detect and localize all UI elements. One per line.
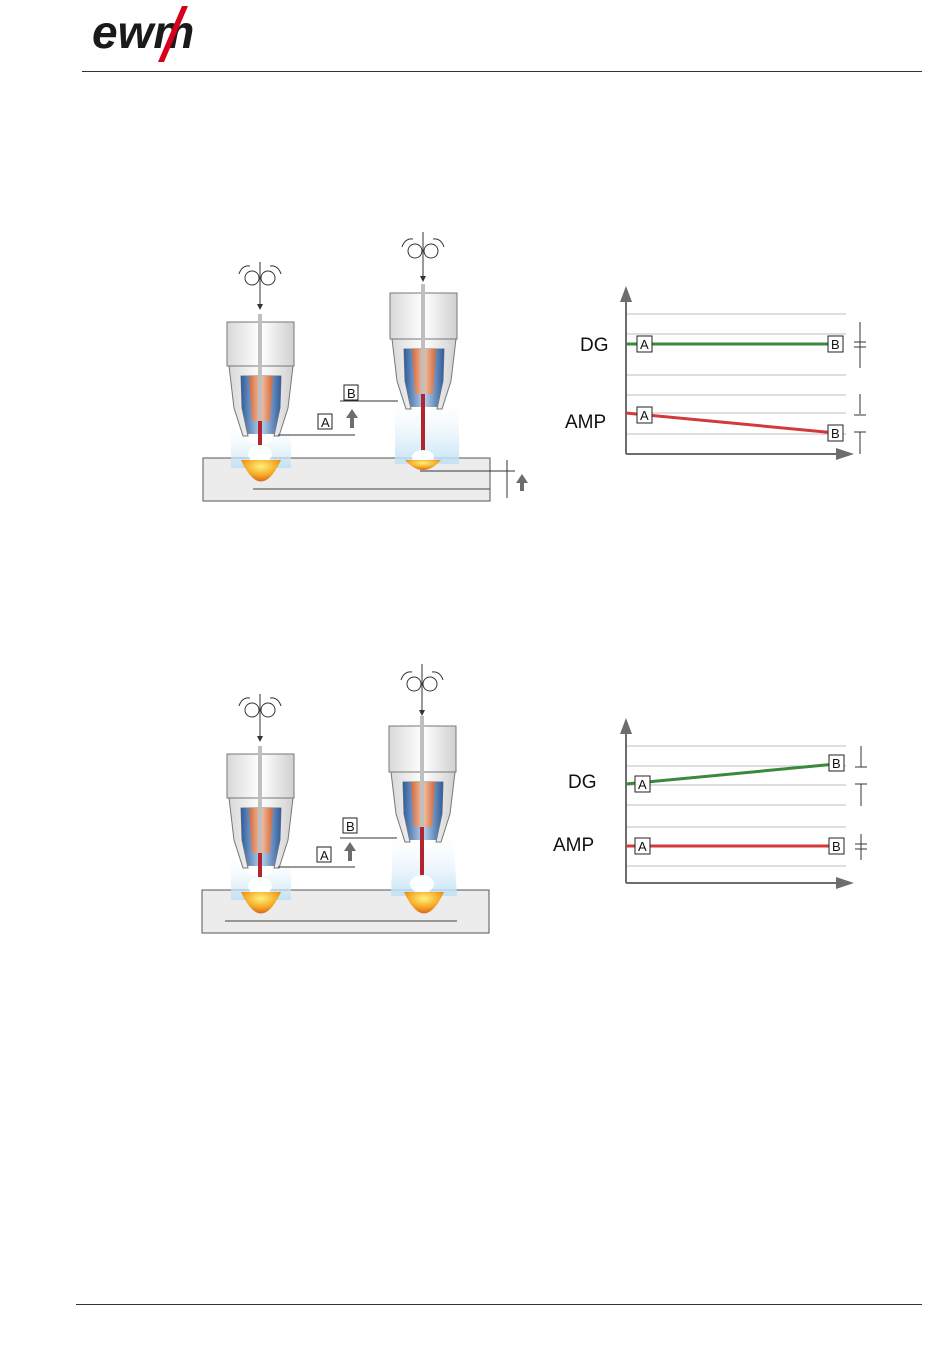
wire-feed-arrow-a bbox=[257, 304, 263, 310]
rotation-arrow-right-b bbox=[431, 671, 444, 681]
dg-label: DG bbox=[580, 335, 609, 356]
label-box-a bbox=[316, 846, 332, 863]
dg-point-b: B bbox=[831, 337, 840, 352]
brand-wordmark: ewm bbox=[92, 6, 194, 58]
label-a-text: A bbox=[321, 415, 330, 430]
chart2-series-layer bbox=[625, 762, 837, 848]
rotation-arrow-left-a bbox=[238, 265, 251, 275]
wire-stickout-b bbox=[420, 827, 424, 877]
wire-stickout-a bbox=[258, 421, 262, 449]
dg-series-line bbox=[625, 762, 837, 786]
amp-point-a-box bbox=[636, 406, 653, 424]
dg-point-b: B bbox=[832, 756, 841, 771]
amp-label: AMP bbox=[565, 412, 606, 433]
logo-slash bbox=[158, 6, 188, 62]
footer-rule bbox=[76, 1304, 922, 1305]
wire-feed-arrow-b bbox=[420, 276, 426, 282]
amp-point-a: A bbox=[640, 408, 649, 423]
shield-gas-b bbox=[395, 393, 459, 464]
dg-point-b-box bbox=[827, 335, 844, 353]
wire-stickout-b bbox=[421, 394, 425, 451]
arc-b bbox=[410, 875, 434, 893]
y-axis-arrow bbox=[620, 718, 632, 734]
dg-point-a: A bbox=[638, 777, 647, 792]
feed-roll-left-a bbox=[244, 702, 260, 718]
wire-stickout-a bbox=[258, 853, 262, 881]
rotation-arrow-left-b bbox=[401, 238, 414, 248]
figure2-chart: DG AMP A B A B bbox=[548, 714, 878, 899]
amp-point-b: B bbox=[831, 426, 840, 441]
amp-point-b: B bbox=[832, 839, 841, 854]
label-box-b bbox=[343, 384, 359, 401]
amp-series-line bbox=[625, 411, 837, 435]
amp-point-a-box bbox=[634, 837, 651, 855]
x-axis-arrow bbox=[836, 448, 854, 460]
label-b-text: B bbox=[347, 386, 356, 401]
torch-a bbox=[226, 694, 295, 914]
arc-a bbox=[248, 445, 272, 463]
rotation-arrow-right-a bbox=[269, 265, 282, 275]
rotation-arrow-left-a bbox=[238, 697, 251, 707]
rotation-arrow-right-a bbox=[269, 697, 282, 707]
weld-pool-b bbox=[405, 460, 441, 470]
wire-a bbox=[258, 314, 262, 448]
label-box-b bbox=[342, 817, 358, 834]
wire-feed-arrow-b bbox=[419, 710, 425, 716]
chart1-series-layer bbox=[625, 342, 837, 435]
amp-point-a: A bbox=[638, 839, 647, 854]
amp-point-b-box bbox=[828, 837, 845, 855]
x-axis-arrow bbox=[836, 877, 854, 889]
feed-roll-left-a bbox=[244, 270, 260, 286]
dg-point-a-box bbox=[636, 335, 653, 353]
dg-label: DG bbox=[568, 772, 597, 793]
label-a-text: A bbox=[320, 848, 329, 863]
amp-label: AMP bbox=[553, 835, 594, 856]
weld-pool-a bbox=[241, 892, 281, 914]
label-b-text: B bbox=[346, 819, 355, 834]
figure1-torch-illustration: B A bbox=[195, 228, 535, 508]
arc-a bbox=[248, 877, 272, 895]
figure1-chart: DG AMP A B A B bbox=[560, 282, 880, 467]
torch-a bbox=[226, 262, 295, 482]
feed-roll-right-b bbox=[423, 243, 439, 259]
header-rule bbox=[82, 71, 922, 72]
up-arrow-icon bbox=[344, 842, 356, 861]
rotation-arrow-right-b bbox=[432, 238, 445, 248]
torch-b bbox=[389, 232, 459, 470]
label-box-a bbox=[317, 413, 333, 430]
dg-point-b-box bbox=[828, 754, 845, 772]
figure2-torch-illustration: B A bbox=[195, 660, 535, 940]
dg-point-a-box bbox=[634, 775, 651, 793]
feed-roll-left-b bbox=[407, 243, 423, 259]
wire-b bbox=[420, 716, 424, 876]
weld-pool-b bbox=[404, 892, 444, 914]
torch-b bbox=[388, 664, 457, 914]
wire-a bbox=[258, 746, 262, 880]
feed-roll-left-b bbox=[406, 676, 422, 692]
y-axis-arrow bbox=[620, 286, 632, 302]
dg-point-a: A bbox=[640, 337, 649, 352]
up-arrow-icon bbox=[346, 409, 358, 428]
feed-roll-right-a bbox=[260, 702, 276, 718]
feed-roll-right-b bbox=[422, 676, 438, 692]
depth-arrow-icon bbox=[516, 474, 528, 491]
amp-point-b-box bbox=[827, 424, 844, 442]
wire-feed-arrow-a bbox=[257, 736, 263, 742]
wire-b bbox=[421, 284, 425, 456]
feed-roll-right-a bbox=[260, 270, 276, 286]
ewm-logo: ewm bbox=[92, 4, 224, 64]
rotation-arrow-left-b bbox=[400, 671, 413, 681]
weld-pool-a bbox=[241, 460, 281, 482]
